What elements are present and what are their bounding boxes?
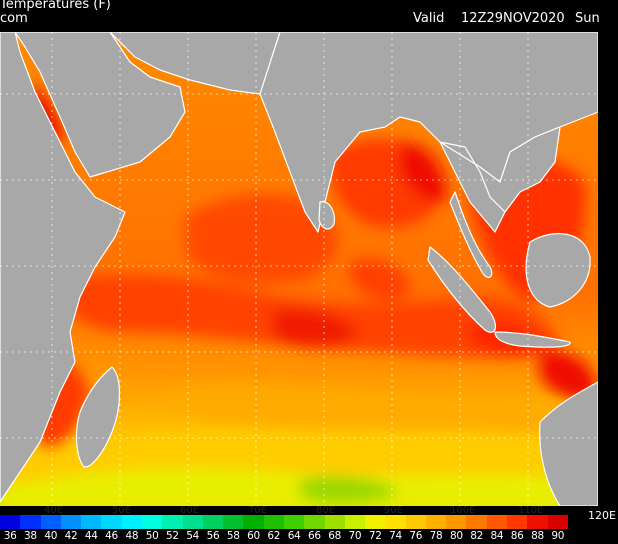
scale-value: 62 [267,530,281,542]
color-swatch [446,515,467,529]
color-swatch [547,515,568,529]
scale-value: 80 [449,530,463,542]
australia-landmass [539,381,599,506]
scale-value: 52 [166,530,179,542]
indochina-landmass [439,126,561,213]
lon-label-120e: 120E [588,509,616,522]
scale-value: 54 [186,530,200,542]
sumatra-landmass [427,246,497,333]
sst-map [0,32,618,506]
java-landmass [494,331,571,348]
lon-label-80e: 80E [316,505,336,516]
scale-value: 44 [84,530,98,542]
scale-value: 42 [64,530,78,542]
color-swatch [223,515,244,529]
color-swatch [141,515,163,529]
scale-value: 68 [328,530,342,542]
scale-value: 56 [206,530,220,542]
scale-value: 48 [125,530,139,542]
lon-label-40e: 40E [44,505,64,516]
lon-label-90e: 90E [384,505,404,516]
color-swatch [243,515,264,529]
lon-label-100e: 100E [450,505,476,516]
color-swatch [40,515,61,529]
color-swatch [283,515,305,529]
lon-label-50e: 50E [112,505,132,516]
scale-value: 90 [551,530,565,542]
scale-value: 74 [389,530,402,542]
map-title: Temperatures (F) [0,0,111,12]
color-swatch [121,515,142,529]
color-scale-bar [0,515,568,529]
scale-value: 82 [470,530,483,542]
color-scale-labels: 36 38 40 42 44 46 48 50 52 54 56 58 60 62 64 66 68 70 72 74… [0,530,568,544]
scale-value: 86 [510,530,524,542]
source-label: com [0,11,28,26]
malay-peninsula-landmass [449,191,493,279]
land-masses [0,32,599,506]
color-swatch [385,515,406,529]
scale-value: 88 [531,530,544,542]
lon-label-110e: 110E [518,505,544,516]
color-swatch [466,515,487,529]
sri-lanka-landmass [318,201,335,230]
scale-value: 78 [429,530,443,542]
lon-label-60e: 60E [180,505,200,516]
scale-value: 46 [105,530,118,542]
south-asia-landmass [259,32,599,233]
valid-time: 12Z29NOV2020 [461,11,565,26]
lon-label-70e: 70E [248,505,268,516]
scale-value: 60 [247,530,260,542]
scale-value: 84 [490,530,504,542]
scale-value: 58 [226,530,240,542]
scale-value: 76 [409,530,423,542]
color-swatch [365,515,386,529]
scale-value: 64 [287,530,301,542]
color-swatch [507,515,528,529]
color-swatch [263,515,284,529]
madagascar-landmass [75,366,121,468]
day-label: Sun [575,11,600,26]
scale-value: 36 [3,530,17,542]
scale-value: 40 [44,530,58,542]
color-swatch [162,515,183,529]
color-swatch [405,515,426,529]
color-swatch [60,515,82,529]
scale-value: 66 [307,530,321,542]
color-swatch [304,515,325,529]
lat-lon-gridlines [0,32,598,506]
color-swatch [182,515,203,529]
color-swatch [81,515,102,529]
color-swatch [486,515,508,529]
color-swatch [202,515,224,529]
scale-value: 38 [24,530,37,542]
color-swatch [324,515,345,529]
color-swatch [425,515,447,529]
scale-value: 50 [145,530,159,542]
valid-label: Valid [413,11,445,26]
color-swatch [527,515,548,529]
borneo-landmass [525,233,591,308]
scale-value: 70 [348,530,362,542]
color-swatch [344,515,366,529]
africa-landmass [0,32,126,503]
header-bar: Temperatures (F) com Valid 12Z29NOV2020 … [0,0,618,32]
arabia-landmass [14,32,186,178]
scale-value: 72 [368,530,382,542]
color-swatch [101,515,122,529]
color-swatch [0,515,21,529]
right-border [598,32,618,506]
color-swatch [20,515,41,529]
